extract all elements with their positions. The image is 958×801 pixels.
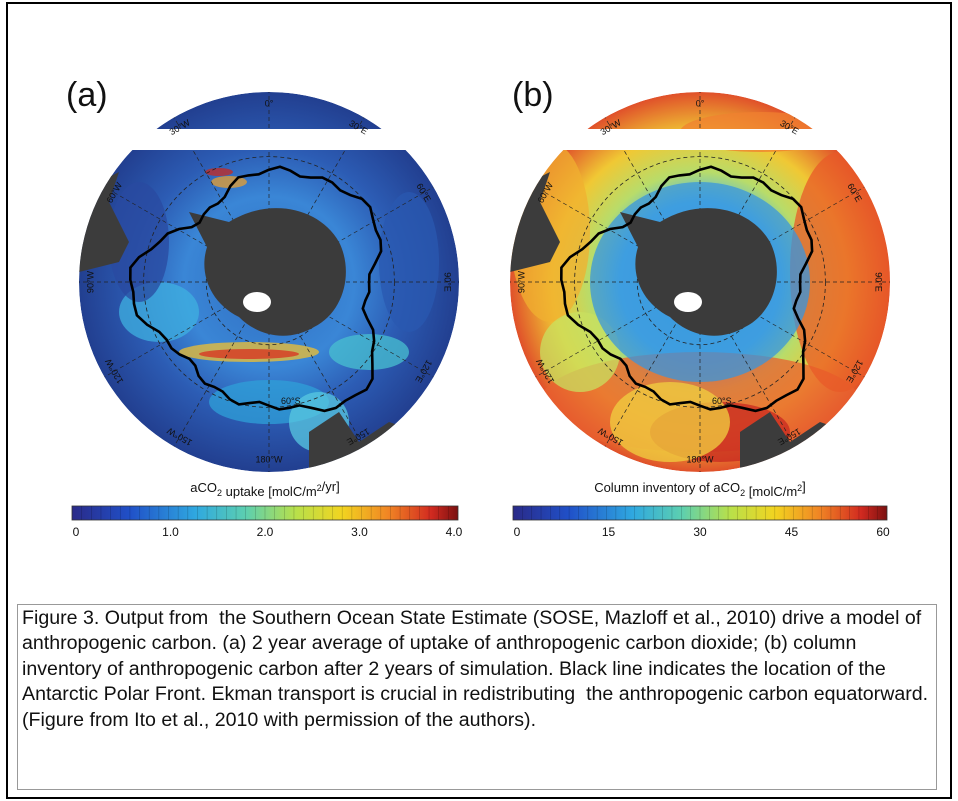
colorbar-tick-label: 3.0 [351, 525, 368, 539]
page: (a)0°30°E60°E90°E120°E150°E180°W150°W120… [0, 0, 958, 801]
longitude-label: 0° [265, 98, 274, 108]
image-gap [77, 129, 461, 150]
longitude-label: 180°W [255, 454, 283, 464]
colorbar-tick-label: 45 [785, 525, 799, 539]
colorbar-title: Column inventory of aCO2 [molC/m2] [594, 479, 806, 499]
polar-map [79, 92, 459, 482]
title-text: Column inventory of aCO [594, 480, 740, 495]
longitude-label: 180°W [686, 454, 714, 464]
colorbar-tick-label: 2.0 [257, 525, 274, 539]
title-text: ] [802, 479, 806, 494]
colorbar-title: aCO2 uptake [molC/m2/yr] [190, 479, 339, 499]
caption: Figure 3. Output from the Southern Ocean… [17, 604, 937, 790]
longitude-label: 0° [696, 98, 705, 108]
longitude-label: 90°W [85, 270, 95, 293]
longitude-label: 90°E [443, 272, 453, 292]
colorbar-tick-label: 30 [693, 525, 707, 539]
panel-label: (a) [66, 76, 108, 114]
image-gap [508, 129, 892, 150]
longitude-label: 90°W [516, 270, 526, 293]
latitude-label: 60°S [281, 396, 301, 406]
ice-shelf [674, 292, 702, 312]
field-patch [199, 349, 299, 359]
polar-map [510, 92, 890, 482]
panel-label: (b) [512, 76, 554, 114]
field-patch [379, 192, 439, 332]
field-patch [610, 382, 730, 462]
title-text: aCO [190, 480, 217, 495]
ice-shelf [243, 292, 271, 312]
figure: (a)0°30°E60°E90°E120°E150°E180°W150°W120… [0, 0, 958, 600]
title-text: [molC/m [745, 484, 797, 499]
colorbar-tick-label: 0 [514, 525, 521, 539]
title-text: /yr] [322, 479, 340, 494]
colorbar-tick-label: 60 [876, 525, 890, 539]
colorbar-tick-label: 15 [602, 525, 616, 539]
colorbar-tick-label: 4.0 [446, 525, 463, 539]
colorbar-tick-label: 1.0 [162, 525, 179, 539]
longitude-label: 90°E [874, 272, 884, 292]
title-text: uptake [molC/m [222, 484, 317, 499]
latitude-label: 60°S [712, 396, 732, 406]
colorbar-tick-label: 0 [73, 525, 80, 539]
